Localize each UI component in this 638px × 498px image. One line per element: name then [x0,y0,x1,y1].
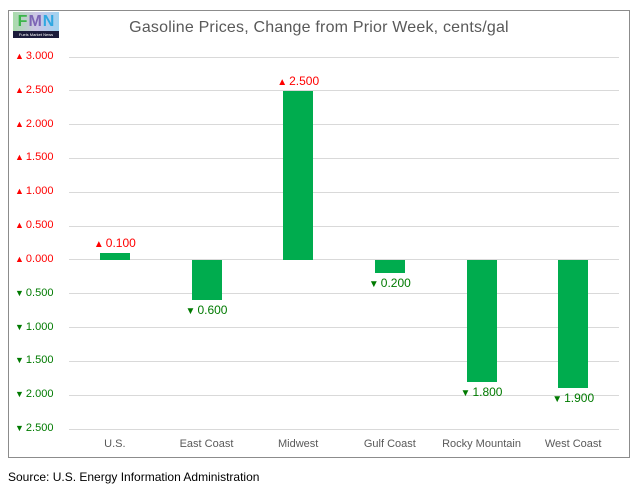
bar-east-coast [191,259,222,301]
gridline [69,428,619,430]
y-axis-tick-label: ▲ 2.000 [15,117,54,130]
x-axis-category-label: East Coast [179,438,234,450]
y-axis-tick-label: ▼ 1.000 [15,320,54,333]
down-triangle-icon: ▼ [15,423,24,433]
y-axis-tick-label: ▲ 0.500 [15,219,54,232]
logo-subtext: Fuels Market News [13,31,59,38]
bar-midwest [283,90,314,260]
up-triangle-icon: ▲ [277,76,288,88]
bar-value-label: ▲ 2.500 [277,73,320,88]
gridline [69,259,619,261]
y-axis-tick-label: ▲ 1.500 [15,151,54,164]
gridline [69,360,619,362]
bar-value-label: ▼ 1.800 [460,384,503,399]
y-axis-tick-label: ▲ 3.000 [15,50,54,62]
source-caption: Source: U.S. Energy Information Administ… [8,470,260,484]
bar-value-label: ▼ 1.900 [552,391,595,406]
up-triangle-icon: ▲ [15,220,24,231]
gridline [69,157,619,159]
down-triangle-icon: ▼ [460,387,471,399]
plot-area: ▲ 3.000 ▲ 2.500 ▲ 2.000 ▲ 1.500 ▲ 1.000 ▲ 0.500 ▲ 0.0… [15,50,619,450]
x-axis-category-label: U.S. [104,438,126,450]
bar-u-s [99,253,130,260]
gridline [69,394,619,396]
y-axis-tick-label: ▲ 2.500 [15,83,54,96]
up-triangle-icon: ▲ [15,152,24,163]
x-axis-category-label: Rocky Mountain [442,438,521,450]
y-axis-tick-label: ▼ 2.000 [15,388,54,401]
up-triangle-icon: ▲ [93,239,104,251]
bar-west-coast [558,259,589,389]
down-triangle-icon: ▼ [185,306,196,318]
down-triangle-icon: ▼ [15,321,24,332]
bar-gulf-coast [374,259,405,274]
bar-value-label: ▼ 0.600 [185,303,228,318]
up-triangle-icon: ▲ [15,186,24,197]
logo-letter-f: F [17,12,28,30]
down-triangle-icon: ▼ [552,394,563,406]
bar-value-label: ▲ 0.100 [93,236,136,251]
up-triangle-icon: ▲ [15,84,24,95]
chart-title: Gasoline Prices, Change from Prior Week,… [129,19,509,36]
y-axis-tick-label: ▼ 1.500 [15,354,54,367]
x-axis-category-label: Midwest [277,438,319,450]
gridline [69,124,619,126]
logo-letter-n: N [42,12,55,30]
gridline [69,327,619,329]
bar-value-label: ▼ 0.200 [368,276,411,291]
y-axis-tick-label: ▼ 0.500 [15,286,54,299]
gridline [69,225,619,227]
x-axis-category-label: Gulf Coast [363,438,416,450]
gridline [69,90,619,92]
y-axis-tick-label: ▼ 2.500 [15,422,54,434]
up-triangle-icon: ▲ [15,253,24,264]
gridline [69,191,619,193]
gridline [69,56,619,58]
down-triangle-icon: ▼ [15,287,24,298]
y-axis-tick-label: ▲ 1.000 [15,185,54,198]
chart-panel: F M N Fuels Market News Gasoline Prices,… [8,10,630,458]
fmn-logo: F M N Fuels Market News [13,12,59,38]
down-triangle-icon: ▼ [15,389,24,400]
down-triangle-icon: ▼ [368,279,379,291]
y-axis-tick-label: ▲ 0.000 [15,252,54,265]
logo-letter-m: M [28,12,42,30]
bar-rocky-mountain [466,259,497,382]
fmn-logo-letters: F M N [13,12,59,31]
x-axis-category-label: West Coast [544,438,602,450]
down-triangle-icon: ▼ [15,355,24,366]
up-triangle-icon: ▲ [15,118,24,129]
up-triangle-icon: ▲ [15,51,24,61]
gridline [69,293,619,295]
